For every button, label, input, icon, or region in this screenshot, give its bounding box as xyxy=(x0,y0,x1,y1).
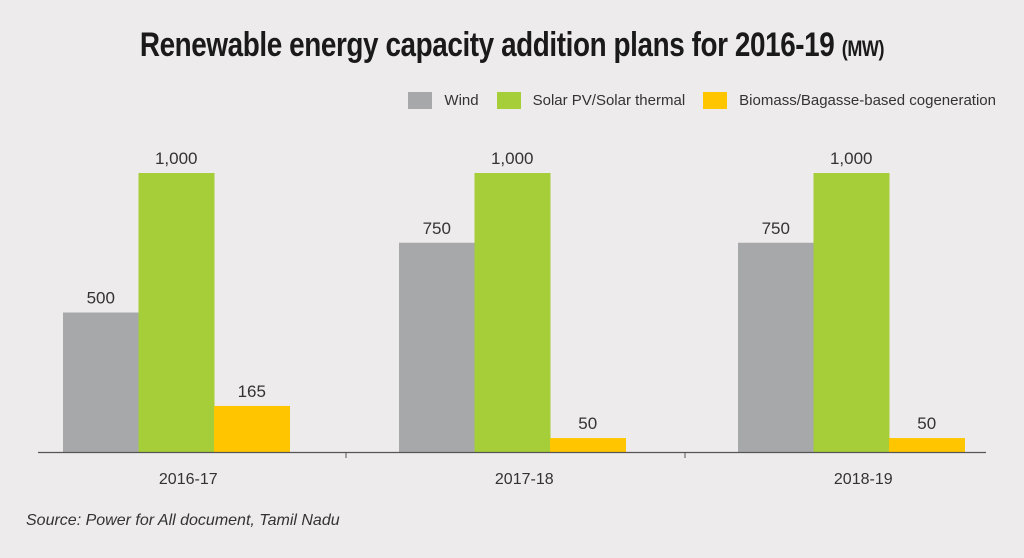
bar-solar-2016-17 xyxy=(138,173,215,452)
chart-title-unit: (MW) xyxy=(841,36,885,61)
bar-chart: 500 1,000 165 750 1,000 50 750 1,000 50 2016-17 2… xyxy=(38,149,986,488)
bar-wind-2018-19 xyxy=(738,242,814,452)
x-tick-label: 2017-18 xyxy=(495,471,554,488)
legend-item-wind: Wind xyxy=(408,92,479,109)
legend-swatch-solar xyxy=(496,92,521,109)
x-tick-label: 2016-17 xyxy=(159,471,218,488)
data-label: 1,000 xyxy=(491,149,534,168)
legend-label-biomass: Biomass/Bagasse-based cogeneration xyxy=(739,92,996,109)
bar-biomass-2018-19 xyxy=(889,438,965,452)
legend-label-wind: Wind xyxy=(444,92,479,109)
source-note: Source: Power for All document, Tamil Na… xyxy=(26,512,340,529)
chart-title: Renewable energy capacity addition plans… xyxy=(92,26,932,65)
bar-biomass-2016-17 xyxy=(214,405,290,452)
bar-biomass-2017-18 xyxy=(550,438,626,452)
legend: Wind Solar PV/Solar thermal Biomass/Baga… xyxy=(390,92,996,109)
chart-title-text: Renewable energy capacity addition plans… xyxy=(139,26,835,64)
data-label: 50 xyxy=(578,414,597,433)
data-label: 750 xyxy=(762,219,790,238)
data-label: 50 xyxy=(917,414,936,433)
x-tick-label: 2018-19 xyxy=(834,471,893,488)
legend-swatch-biomass xyxy=(703,92,728,109)
legend-item-solar: Solar PV/Solar thermal xyxy=(496,92,686,109)
data-label: 165 xyxy=(238,382,266,401)
data-label: 500 xyxy=(87,289,115,308)
legend-swatch-wind xyxy=(408,92,433,109)
bar-solar-2017-18 xyxy=(474,173,551,452)
bar-wind-2017-18 xyxy=(399,242,475,452)
bar-solar-2018-19 xyxy=(813,173,890,452)
data-label: 1,000 xyxy=(830,149,873,168)
data-label: 1,000 xyxy=(155,149,198,168)
legend-item-biomass: Biomass/Bagasse-based cogeneration xyxy=(703,92,996,109)
bar-wind-2016-17 xyxy=(63,312,139,452)
legend-label-solar: Solar PV/Solar thermal xyxy=(532,92,686,109)
data-label: 750 xyxy=(423,219,451,238)
